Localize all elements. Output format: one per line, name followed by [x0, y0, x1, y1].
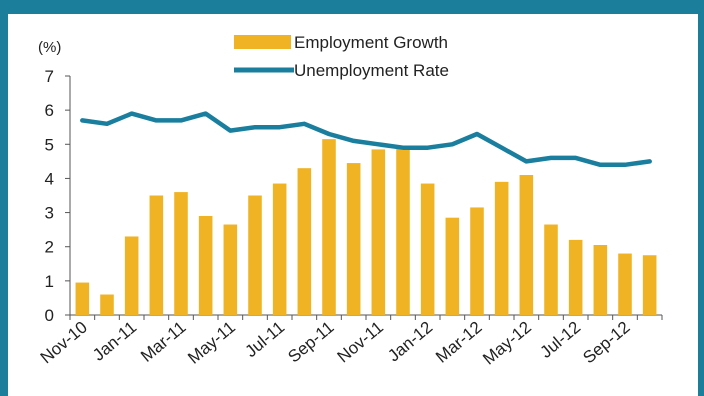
x-tick-label: Jul-11	[242, 318, 289, 362]
employment-growth-bar-aug-12	[593, 245, 608, 315]
x-tick-label: Mar-12	[432, 318, 485, 367]
y-tick-label: 5	[45, 135, 54, 154]
employment-growth-bar-jun-12	[544, 224, 558, 315]
y-tick-label: 6	[45, 101, 54, 120]
x-tick-label: Mar-11	[137, 318, 190, 366]
unemployment-rate-line-group	[80, 111, 652, 168]
x-tick-label: Jul-12	[537, 318, 585, 362]
x-tick-label: May-11	[184, 318, 239, 368]
employment-growth-bar-sep-12	[618, 253, 632, 315]
y-tick-label: 4	[45, 169, 54, 188]
x-tick-label: Jan-12	[384, 318, 436, 366]
y-tick-label: 7	[45, 67, 54, 86]
x-tick-label: Jan-11	[89, 318, 140, 365]
unemployment-rate-line	[80, 111, 652, 168]
employment-growth-bar-jul-11	[272, 183, 287, 315]
employment-growth-bars	[75, 139, 657, 315]
y-unit-label: (%)	[38, 39, 61, 56]
legend-swatch-employment-growth	[234, 35, 291, 49]
employment-growth-bar-jan-12	[420, 183, 435, 315]
y-tick-label: 0	[45, 306, 54, 325]
employment-growth-bar-nov-10	[75, 282, 90, 315]
chart-legend: Employment Growth Unemployment Rate	[234, 33, 449, 80]
employment-growth-bar-aug-11	[297, 168, 312, 315]
y-tick-label: 3	[45, 204, 54, 223]
x-tick-label: Sep-11	[284, 318, 337, 367]
employment-growth-bar-mar-12	[470, 207, 484, 315]
employment-growth-bar-dec-11	[396, 147, 410, 315]
employment-growth-bar-feb-11	[149, 195, 164, 315]
chart-panel: 0 1 2 3 4 5 6 7 Nov-10 Jan-11 Mar-11 May-11 Jul-11 S…	[8, 14, 698, 396]
y-tick-labels: 0 1 2 3 4 5 6 7	[45, 67, 54, 325]
employment-growth-bar-apr-11	[198, 215, 213, 315]
x-tick-label: Nov-11	[334, 318, 387, 367]
x-tick-label: May-12	[479, 318, 535, 369]
employment-growth-bar-feb-12	[445, 217, 460, 315]
legend-label-employment-growth: Employment Growth	[294, 33, 448, 52]
legend-label-unemployment-rate: Unemployment Rate	[294, 61, 449, 80]
chart-axes	[65, 75, 663, 320]
employment-growth-bar-may-11	[223, 224, 238, 315]
employment-growth-bar-jan-11	[124, 236, 139, 315]
y-tick-label: 1	[45, 272, 54, 291]
employment-growth-bar-mar-11	[174, 192, 188, 315]
employment-growth-bar-may-12	[519, 175, 534, 315]
employment-growth-bar-apr-12	[494, 181, 509, 315]
employment-growth-bar-jul-12	[568, 239, 583, 315]
employment-growth-bar-sep-11	[322, 139, 336, 315]
employment-growth-bar-dec-10	[100, 294, 114, 315]
employment-growth-bar-oct-12	[642, 255, 657, 315]
x-tick-label: Sep-12	[579, 318, 633, 368]
employment-growth-bar-jun-11	[248, 195, 262, 315]
employment-growth-bar-nov-11	[371, 149, 386, 315]
employment-growth-bar-oct-11	[346, 163, 361, 315]
y-tick-label: 2	[45, 238, 54, 257]
